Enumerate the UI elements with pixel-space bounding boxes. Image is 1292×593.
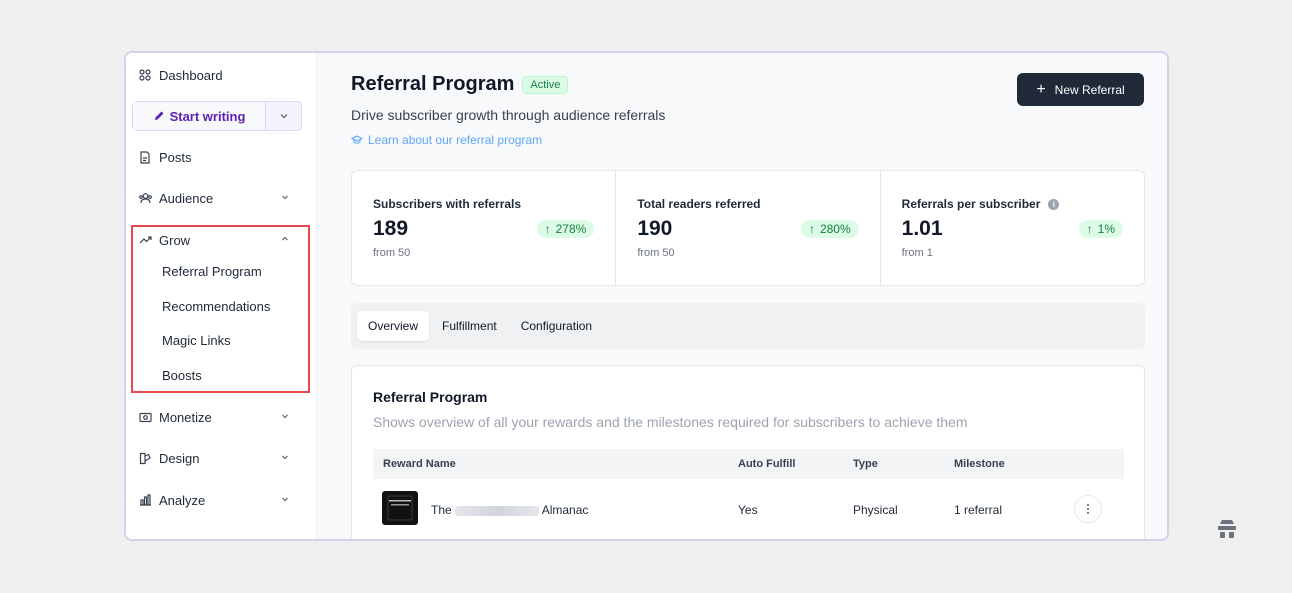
stat-label: Total readers referred bbox=[637, 197, 761, 211]
palette-icon bbox=[138, 451, 152, 465]
type-value: Physical bbox=[853, 503, 898, 517]
sidebar: Dashboard Start writing Posts bbox=[126, 53, 317, 539]
reward-name: The Almanac bbox=[431, 503, 588, 517]
more-vertical-icon bbox=[1086, 503, 1090, 515]
graduation-cap-icon bbox=[351, 135, 363, 145]
chevron-down-icon bbox=[279, 410, 291, 422]
stat-total-readers-referred: Total readers referred 190 from 50 ↑ 280… bbox=[616, 171, 881, 285]
pencil-icon bbox=[153, 110, 165, 122]
chevron-down-icon bbox=[279, 493, 291, 505]
stat-from: from 50 bbox=[637, 247, 675, 259]
sidebar-item-label: Design bbox=[159, 450, 200, 466]
sidebar-subitem-referral-program[interactable]: Referral Program bbox=[162, 264, 262, 279]
start-writing-dropdown[interactable] bbox=[266, 102, 301, 130]
tab-configuration[interactable]: Configuration bbox=[520, 319, 593, 333]
document-icon bbox=[138, 150, 152, 164]
panel-description: Shows overview of all your rewards and t… bbox=[373, 414, 968, 430]
arrow-up-icon: ↑ bbox=[808, 222, 815, 236]
sidebar-item-analyze[interactable]: Analyze bbox=[138, 488, 303, 512]
tab-fulfillment[interactable]: Fulfillment bbox=[442, 319, 497, 333]
stat-referrals-per-subscriber: Referrals per subscriber i 1.01 from 1 ↑… bbox=[881, 171, 1144, 285]
stat-label: Subscribers with referrals bbox=[373, 197, 522, 211]
new-referral-label: New Referral bbox=[1054, 82, 1125, 97]
grid-icon bbox=[138, 68, 152, 82]
sidebar-item-posts[interactable]: Posts bbox=[138, 145, 303, 169]
learn-link-label: Learn about our referral program bbox=[368, 133, 543, 147]
main-content: Referral Program Active Drive subscriber… bbox=[317, 53, 1167, 539]
page-header: Referral Program Active bbox=[351, 73, 569, 96]
trending-up-icon bbox=[138, 233, 152, 247]
sidebar-item-design[interactable]: Design bbox=[138, 446, 303, 470]
reward-name-suffix: Almanac bbox=[541, 503, 589, 517]
arrow-up-icon: ↑ bbox=[544, 222, 551, 236]
stat-from: from 1 bbox=[901, 247, 933, 259]
brand-logo-icon bbox=[1215, 518, 1239, 540]
stat-value: 190 bbox=[637, 217, 673, 240]
more-options-button[interactable] bbox=[1074, 495, 1102, 523]
panel-title: Referral Program bbox=[373, 389, 488, 405]
stats-card: Subscribers with referrals 189 from 50 ↑… bbox=[351, 170, 1145, 286]
new-referral-button[interactable]: + New Referral bbox=[1017, 73, 1144, 106]
bar-chart-icon bbox=[138, 493, 152, 507]
start-writing-button[interactable]: Start writing bbox=[133, 102, 266, 130]
sidebar-item-label: Dashboard bbox=[159, 67, 223, 83]
start-writing-label: Start writing bbox=[169, 108, 246, 124]
plus-icon: + bbox=[1036, 80, 1046, 98]
sidebar-item-grow[interactable]: Grow bbox=[138, 228, 303, 252]
sidebar-item-label: Monetize bbox=[159, 409, 212, 425]
arrow-up-icon: ↑ bbox=[1086, 222, 1093, 236]
delta-value: 278% bbox=[555, 222, 587, 236]
stat-value: 1.01 bbox=[901, 217, 943, 240]
start-writing-split-button: Start writing bbox=[132, 101, 302, 131]
sidebar-item-monetize[interactable]: Monetize bbox=[138, 405, 303, 429]
stat-label: Referrals per subscriber bbox=[901, 197, 1041, 211]
table-row[interactable]: The Almanac Yes Physical 1 referral bbox=[373, 479, 1124, 539]
sidebar-item-audience[interactable]: Audience bbox=[138, 186, 303, 210]
delta-badge: ↑ 1% bbox=[1078, 220, 1123, 238]
users-icon bbox=[138, 191, 152, 205]
column-header-auto-fulfill: Auto Fulfill bbox=[738, 458, 796, 470]
sidebar-subitem-magic-links[interactable]: Magic Links bbox=[162, 333, 231, 348]
auto-fulfill-value: Yes bbox=[738, 503, 758, 517]
delta-badge: ↑ 278% bbox=[536, 220, 595, 238]
money-icon bbox=[138, 410, 152, 424]
sidebar-item-label: Analyze bbox=[159, 492, 206, 508]
delta-badge: ↑ 280% bbox=[800, 220, 859, 238]
tab-overview[interactable]: Overview bbox=[357, 311, 430, 341]
reward-thumbnail bbox=[382, 491, 418, 525]
learn-link[interactable]: Learn about our referral program bbox=[351, 133, 542, 147]
chevron-down-icon bbox=[279, 191, 291, 203]
chevron-up-icon bbox=[279, 233, 291, 245]
status-badge: Active bbox=[522, 75, 569, 94]
reward-name-prefix: The bbox=[431, 503, 452, 517]
page-title: Referral Program bbox=[351, 73, 515, 95]
column-header-type: Type bbox=[853, 458, 878, 470]
column-header-milestone: Milestone bbox=[954, 458, 1005, 470]
table-header: Reward Name Auto Fulfill Type Milestone bbox=[373, 449, 1124, 479]
chevron-down-icon bbox=[279, 451, 291, 463]
column-header-reward-name: Reward Name bbox=[383, 458, 456, 470]
sidebar-item-dashboard[interactable]: Dashboard bbox=[138, 63, 303, 87]
stat-from: from 50 bbox=[373, 247, 411, 259]
page-subtitle: Drive subscriber growth through audience… bbox=[351, 107, 666, 123]
info-icon[interactable]: i bbox=[1048, 198, 1060, 210]
sidebar-item-label: Grow bbox=[159, 232, 191, 248]
redacted-text bbox=[454, 505, 539, 516]
chevron-down-icon bbox=[278, 110, 290, 122]
sidebar-subitem-recommendations[interactable]: Recommendations bbox=[162, 299, 271, 314]
sidebar-subitem-boosts[interactable]: Boosts bbox=[162, 368, 202, 383]
delta-value: 1% bbox=[1097, 222, 1115, 236]
stat-value: 189 bbox=[373, 217, 409, 240]
stat-subscribers-with-referrals: Subscribers with referrals 189 from 50 ↑… bbox=[352, 171, 617, 285]
referral-program-panel: Referral Program Shows overview of all y… bbox=[351, 365, 1145, 539]
sidebar-item-label: Audience bbox=[159, 190, 214, 206]
stat-label-row: Referrals per subscriber i bbox=[902, 197, 1123, 211]
grow-highlight-box bbox=[131, 225, 310, 393]
app-window: Dashboard Start writing Posts bbox=[124, 51, 1169, 541]
delta-value: 280% bbox=[819, 222, 851, 236]
tab-bar: Overview Fulfillment Configuration bbox=[351, 303, 1145, 349]
sidebar-item-label: Posts bbox=[159, 149, 192, 165]
milestone-value: 1 referral bbox=[954, 503, 1003, 517]
